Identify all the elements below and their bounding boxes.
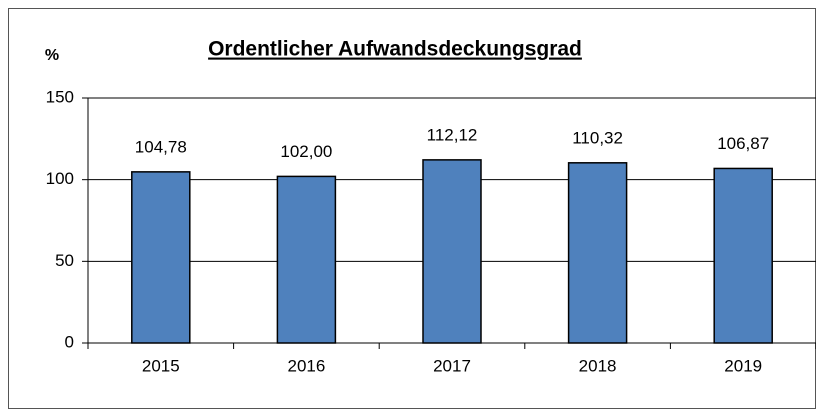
data-label: 106,87 xyxy=(717,134,769,153)
x-tick-label: 2019 xyxy=(724,356,762,375)
x-tick-label: 2018 xyxy=(579,356,617,375)
x-tick-label: 2017 xyxy=(433,356,471,375)
data-label: 110,32 xyxy=(572,128,623,147)
x-tick-label: 2015 xyxy=(142,356,180,375)
data-label: 102,00 xyxy=(280,142,332,161)
x-tick-label: 2016 xyxy=(287,356,325,375)
bar xyxy=(276,175,337,344)
y-tick-label: 100 xyxy=(46,169,74,188)
bar xyxy=(131,171,191,344)
bar xyxy=(713,167,773,344)
y-tick-label: 150 xyxy=(46,87,74,106)
data-label: 104,78 xyxy=(135,137,187,156)
y-axis-label: % xyxy=(45,47,59,64)
bar xyxy=(567,162,628,344)
y-tick-label: 50 xyxy=(55,251,74,270)
chart-frame xyxy=(8,8,816,409)
data-label: 112,12 xyxy=(427,125,478,144)
chart-title: Ordentlicher Aufwandsdeckungsgrad xyxy=(208,38,582,61)
bar xyxy=(422,159,482,344)
y-tick-label: 0 xyxy=(65,332,74,351)
